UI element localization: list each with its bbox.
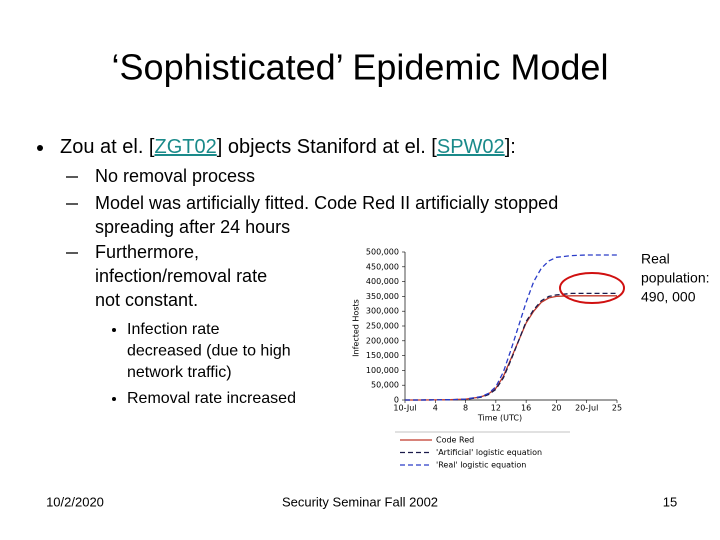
chart: 0 50,000 100,000 150,000 200,000 250,000 300,0… bbox=[352, 248, 623, 470]
series-line bbox=[405, 254, 617, 401]
text: ]: bbox=[505, 136, 516, 158]
sub-sub-bullet-line: Removal rate increased bbox=[127, 390, 296, 407]
text: ] objects Staniford at el. [ bbox=[217, 136, 438, 158]
legend-label: 'Real' logistic equation bbox=[436, 461, 526, 470]
x-tick-label: 20-Jul bbox=[575, 404, 598, 413]
sub-bullet-line: spreading after 24 hours bbox=[95, 217, 290, 237]
y-tick-label: 400,000 bbox=[366, 277, 399, 286]
annotation-line: 490, 000 bbox=[641, 289, 696, 305]
y-tick-label: 500,000 bbox=[366, 248, 399, 257]
x-tick-label: 4 bbox=[433, 404, 438, 413]
y-tick-label: 150,000 bbox=[366, 351, 399, 360]
link[interactable]: ZGT02 bbox=[155, 136, 217, 158]
sub-sub-bullet-line: decreased (due to high bbox=[127, 343, 291, 360]
x-tick-label: 16 bbox=[521, 404, 531, 413]
link[interactable]: SPW02 bbox=[437, 136, 505, 158]
x-tick-label: 20 bbox=[551, 404, 561, 413]
text: Zou at el. [ bbox=[60, 136, 155, 158]
sub-bullets: No removal process Model was artificially… bbox=[66, 166, 710, 407]
y-tick-label: 0 bbox=[394, 396, 399, 405]
sub-bullet-line: Furthermore, bbox=[95, 242, 199, 262]
x-tick-label: 25 bbox=[612, 404, 622, 413]
annotation-line: Real bbox=[641, 251, 670, 267]
sub-bullet-line: infection/removal rate bbox=[95, 266, 267, 286]
page-number: 15 bbox=[663, 494, 677, 509]
y-tick-label: 350,000 bbox=[366, 292, 399, 301]
sub-bullet-line: No removal process bbox=[95, 166, 255, 186]
y-tick-label: 200,000 bbox=[366, 336, 399, 345]
x-tick-label: 8 bbox=[463, 404, 468, 413]
y-tick-label: 300,000 bbox=[366, 307, 399, 316]
slide-title: ‘Sophisticated’ Epidemic Model bbox=[112, 47, 609, 88]
sub-sub-bullet-line: Infection rate bbox=[127, 321, 220, 338]
legend-label: 'Artificial' logistic equation bbox=[436, 448, 542, 457]
y-tick-label: 100,000 bbox=[366, 366, 399, 375]
sub-bullet-line: not constant. bbox=[95, 290, 198, 310]
bullet-dot bbox=[37, 145, 43, 151]
y-tick-label: 50,000 bbox=[371, 381, 399, 390]
sub-sub-bullet-line: network traffic) bbox=[127, 364, 232, 381]
y-tick-label: 450,000 bbox=[366, 262, 399, 271]
annotation-line: population: bbox=[641, 270, 710, 286]
y-tick-label: 250,000 bbox=[366, 322, 399, 331]
series-line bbox=[405, 292, 617, 401]
x-tick-label: 10-Jul bbox=[393, 404, 416, 413]
legend-label: Code Red bbox=[436, 436, 474, 445]
footer-date: 10/2/2020 bbox=[46, 494, 104, 509]
bullet-dot bbox=[112, 328, 116, 332]
y-axis-label: Infected Hosts bbox=[352, 299, 361, 357]
x-tick-label: 12 bbox=[491, 404, 501, 413]
highlight-ellipse bbox=[559, 272, 625, 304]
bullet-text: Zou at el. [ZGT02] objects Staniford at … bbox=[60, 136, 516, 158]
bullet-dot bbox=[112, 397, 116, 401]
x-axis-label: Time (UTC) bbox=[477, 414, 522, 423]
sub-bullet-line: Model was artificially fitted. Code Red … bbox=[95, 193, 558, 213]
footer-title: Security Seminar Fall 2002 bbox=[282, 494, 438, 509]
